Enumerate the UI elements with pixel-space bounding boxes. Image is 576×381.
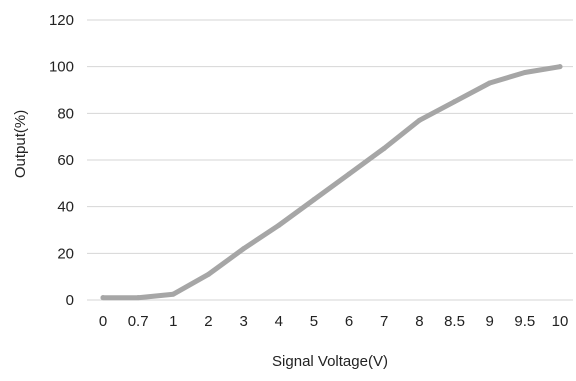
x-tick-label: 4 <box>275 313 283 330</box>
x-tick-label: 6 <box>345 313 353 330</box>
data-point <box>557 64 563 70</box>
data-point <box>416 117 422 123</box>
x-tick-label: 9.5 <box>514 313 535 330</box>
data-point <box>487 80 493 86</box>
data-point <box>241 246 247 252</box>
x-tick-label: 9 <box>486 313 494 330</box>
grid-lines <box>87 19 573 301</box>
series-line-0 <box>100 64 563 301</box>
data-point <box>205 271 211 277</box>
data-point <box>135 295 141 301</box>
x-tick-label: 10 <box>552 313 569 330</box>
y-tick-label: 100 <box>49 59 74 76</box>
data-point <box>522 70 528 75</box>
x-tick-label: 8 <box>415 313 423 330</box>
x-tick-label: 3 <box>239 313 247 330</box>
x-tick-label: 8.5 <box>444 313 465 330</box>
y-axis-ticks: 0 20 40 60 80 100 120 <box>49 12 74 309</box>
data-point <box>346 171 352 177</box>
data-point <box>170 291 176 297</box>
x-tick-label: 0.7 <box>128 313 149 330</box>
y-tick-label: 0 <box>66 292 74 309</box>
y-tick-label: 120 <box>49 12 74 29</box>
data-point <box>381 145 387 151</box>
series-layer <box>100 64 563 301</box>
y-tick-label: 80 <box>57 105 74 122</box>
data-point <box>276 222 282 228</box>
y-tick-label: 60 <box>57 152 74 169</box>
x-tick-label: 0 <box>99 313 107 330</box>
y-tick-label: 20 <box>57 245 74 262</box>
x-tick-label: 1 <box>169 313 177 330</box>
data-point <box>100 295 106 301</box>
y-tick-label: 40 <box>57 199 74 216</box>
x-axis-ticks: 0 0.7 1 2 3 4 5 6 7 8 8.5 9 9.5 10 <box>99 313 569 330</box>
x-tick-label: 5 <box>310 313 318 330</box>
data-point <box>452 99 458 105</box>
x-tick-label: 7 <box>380 313 388 330</box>
x-tick-label: 2 <box>204 313 212 330</box>
x-axis-title: Signal Voltage(V) <box>272 353 388 370</box>
y-axis-title: Output(%) <box>12 110 29 178</box>
data-point <box>311 197 317 203</box>
